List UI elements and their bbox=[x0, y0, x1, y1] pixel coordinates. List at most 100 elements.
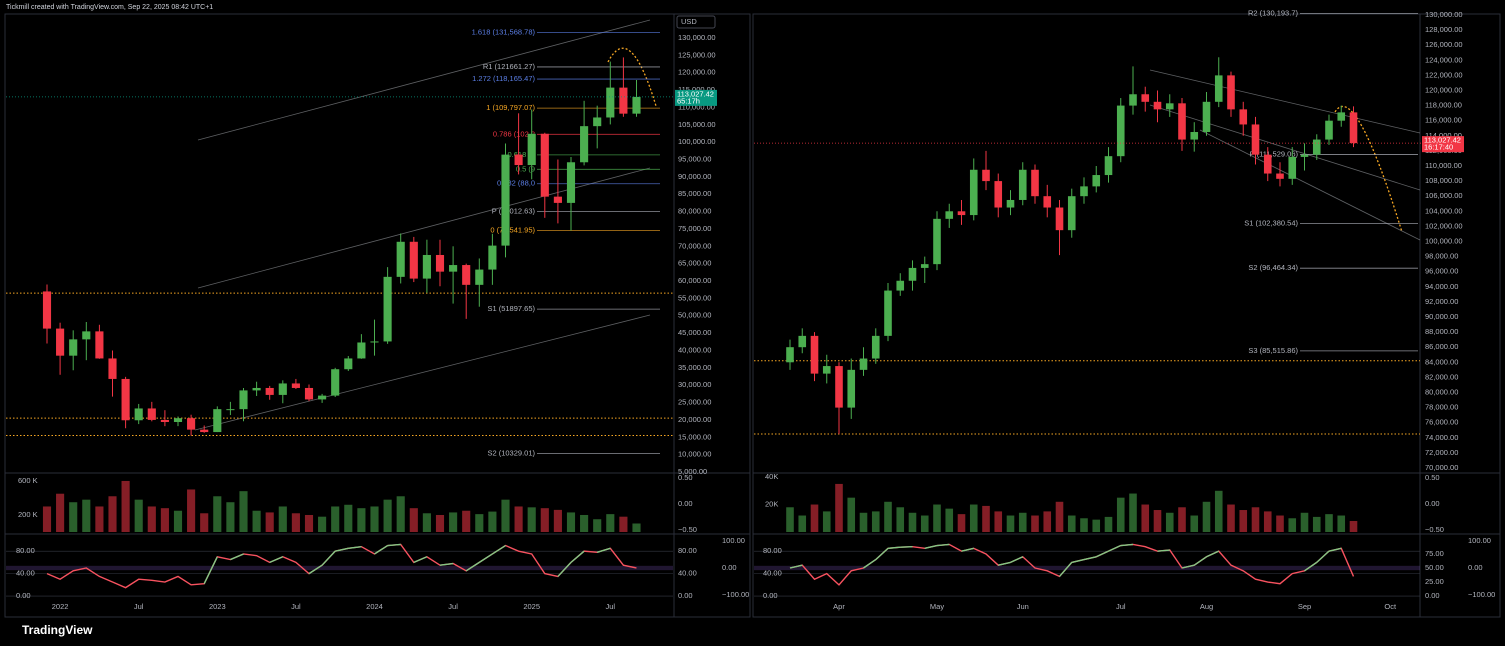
last-price-label: 113,027.42 bbox=[677, 89, 714, 98]
candle-body bbox=[357, 342, 366, 359]
volume-bar bbox=[252, 510, 261, 532]
osc-up-segment bbox=[936, 543, 950, 547]
candle-body bbox=[566, 162, 576, 203]
volume-bar bbox=[553, 509, 562, 532]
osc-up-segment bbox=[335, 547, 349, 552]
volume-bar bbox=[593, 519, 602, 532]
time-label: Jul bbox=[448, 602, 458, 611]
candle-body bbox=[527, 133, 536, 166]
osc-up-segment bbox=[203, 556, 218, 585]
candle-body bbox=[1116, 105, 1125, 157]
price-tick-label: 50,000.00 bbox=[678, 311, 711, 320]
candle-body bbox=[786, 347, 794, 363]
osc-up-segment bbox=[308, 564, 323, 575]
price-tick-label: 82,000.00 bbox=[1425, 372, 1458, 381]
volume-bar bbox=[969, 504, 978, 532]
osc-up-segment bbox=[961, 547, 974, 552]
time-label: 2023 bbox=[209, 602, 226, 611]
candle-body bbox=[173, 418, 183, 422]
candle-body bbox=[1080, 186, 1088, 197]
level-label: 0.618 (9 bbox=[507, 150, 535, 159]
time-label: Oct bbox=[1384, 602, 1397, 611]
osc-up-segment bbox=[863, 559, 877, 569]
candle-body bbox=[1055, 207, 1064, 231]
level-label: 0 (74,541.95) bbox=[490, 226, 535, 235]
time-label: 2024 bbox=[366, 602, 383, 611]
osc-band bbox=[6, 565, 673, 571]
volume-bar bbox=[409, 508, 418, 532]
osc-y2-tick-label: 0.00 bbox=[1468, 563, 1483, 572]
candle-body bbox=[56, 328, 65, 356]
channel-line bbox=[1149, 69, 1421, 134]
volume-bar bbox=[908, 512, 917, 532]
time-label: May bbox=[930, 602, 944, 611]
volume-bar bbox=[859, 512, 868, 532]
volume-bar bbox=[147, 506, 156, 532]
candle-body bbox=[1202, 101, 1211, 133]
volume-bar bbox=[291, 513, 300, 532]
price-tick-label: 90,000.00 bbox=[678, 172, 711, 181]
volume-bar bbox=[1202, 501, 1211, 532]
price-tick-label: 75,000.00 bbox=[678, 224, 711, 233]
price-tick-label: 85,000.00 bbox=[678, 189, 711, 198]
volume-tick-label: 600 K bbox=[18, 476, 38, 485]
price-tick-label: 98,000.00 bbox=[1425, 252, 1458, 261]
volume-bar bbox=[1288, 518, 1297, 532]
osc-up-segment bbox=[1120, 543, 1134, 547]
volume-bar bbox=[798, 515, 807, 532]
volume-bar bbox=[239, 491, 248, 532]
level-label: 1.618 (131,568.78) bbox=[472, 27, 536, 36]
price-tick-label: 70,000.00 bbox=[678, 241, 711, 250]
volume-bar bbox=[396, 496, 405, 532]
candle-body bbox=[884, 290, 892, 336]
volume-bar bbox=[1031, 515, 1039, 532]
price-tick-label: 72,000.00 bbox=[1425, 448, 1458, 457]
osc-tick-label: 80.00 bbox=[16, 546, 35, 555]
volume-bar bbox=[134, 499, 143, 532]
osc-up-segment bbox=[230, 553, 244, 561]
price-tick-label: 104,000.00 bbox=[1425, 206, 1463, 215]
osc-right-tick-label: 80.00 bbox=[678, 546, 697, 555]
candle-body bbox=[1190, 132, 1199, 140]
candle-body bbox=[1165, 103, 1174, 110]
price-tick-label: 96,000.00 bbox=[1425, 267, 1458, 276]
osc-up-segment bbox=[1095, 550, 1109, 558]
candle-body bbox=[798, 335, 807, 348]
candle-body bbox=[252, 387, 261, 391]
volume-bar bbox=[200, 513, 209, 532]
candle-body bbox=[134, 408, 143, 421]
price-tick-label: 106,000.00 bbox=[1425, 191, 1463, 200]
level-label: P (80012.63) bbox=[492, 207, 536, 216]
volume-bar bbox=[1165, 512, 1174, 532]
volume-bar bbox=[449, 512, 458, 532]
candle-body bbox=[95, 331, 104, 359]
osc-y2-tick-label: 100.00 bbox=[1468, 536, 1491, 545]
candle-body bbox=[514, 154, 523, 166]
price-tick-label: 55,000.00 bbox=[678, 293, 711, 302]
price-tick-label: 92,000.00 bbox=[1425, 297, 1458, 306]
candle-body bbox=[1239, 109, 1248, 125]
candle-body bbox=[239, 390, 248, 410]
osc-up-segment bbox=[900, 545, 913, 548]
volume-bar bbox=[121, 480, 130, 532]
price-tick-label: 65,000.00 bbox=[678, 259, 711, 268]
volume-bar bbox=[383, 499, 392, 532]
candle-body bbox=[580, 126, 589, 163]
volume-bar bbox=[1129, 493, 1137, 532]
volume-bar bbox=[835, 483, 843, 532]
volume-bar bbox=[213, 496, 222, 532]
volume-bar bbox=[370, 506, 379, 532]
candle-body bbox=[835, 366, 843, 408]
candle-body bbox=[593, 117, 602, 127]
osc-up-segment bbox=[1206, 550, 1220, 558]
volume-bar bbox=[994, 511, 1003, 532]
level-label: S3 (85,515.86) bbox=[1248, 346, 1298, 355]
osc-y2-tick-label: −100.00 bbox=[1468, 590, 1495, 599]
volume-bar bbox=[540, 508, 549, 532]
osc-up-segment bbox=[887, 546, 901, 550]
level-label: S2 (10329.01) bbox=[487, 448, 535, 457]
candle-body bbox=[42, 291, 52, 329]
candle-body bbox=[553, 196, 562, 203]
osc-up-segment bbox=[570, 550, 585, 563]
